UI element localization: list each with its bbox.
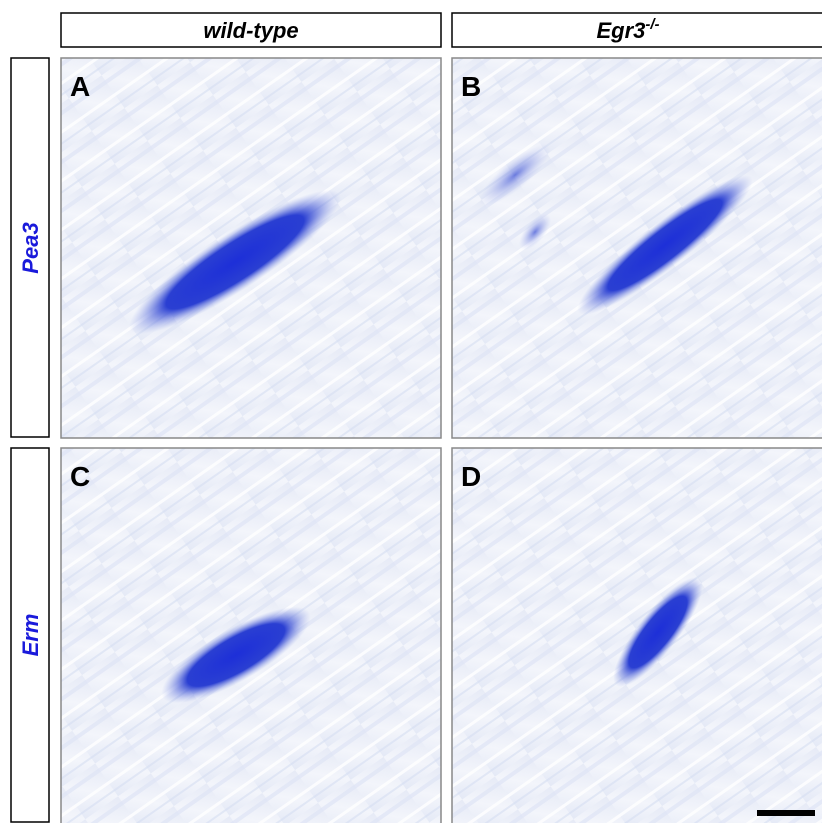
row-box — [10, 57, 50, 438]
panel-letter: B — [461, 71, 481, 102]
column-header: wild-type — [203, 18, 298, 43]
column-header-superscript: -/- — [645, 16, 659, 33]
column-header-text: Egr3 — [596, 18, 645, 43]
row-box — [10, 447, 50, 823]
stain — [518, 213, 552, 251]
row-label: Erm — [18, 614, 43, 657]
panel-letter: D — [461, 461, 481, 492]
stain — [479, 144, 551, 206]
row-label: Pea3 — [18, 222, 43, 273]
header-box — [451, 12, 822, 48]
stain — [161, 606, 311, 704]
panel-letter: C — [70, 461, 90, 492]
scale-bar — [757, 810, 815, 816]
panel-letter: A — [70, 71, 90, 102]
header-box — [60, 12, 442, 48]
stain — [613, 577, 703, 687]
stain — [577, 175, 753, 315]
stain — [129, 189, 341, 335]
column-header: Egr3-/- — [596, 16, 659, 43]
